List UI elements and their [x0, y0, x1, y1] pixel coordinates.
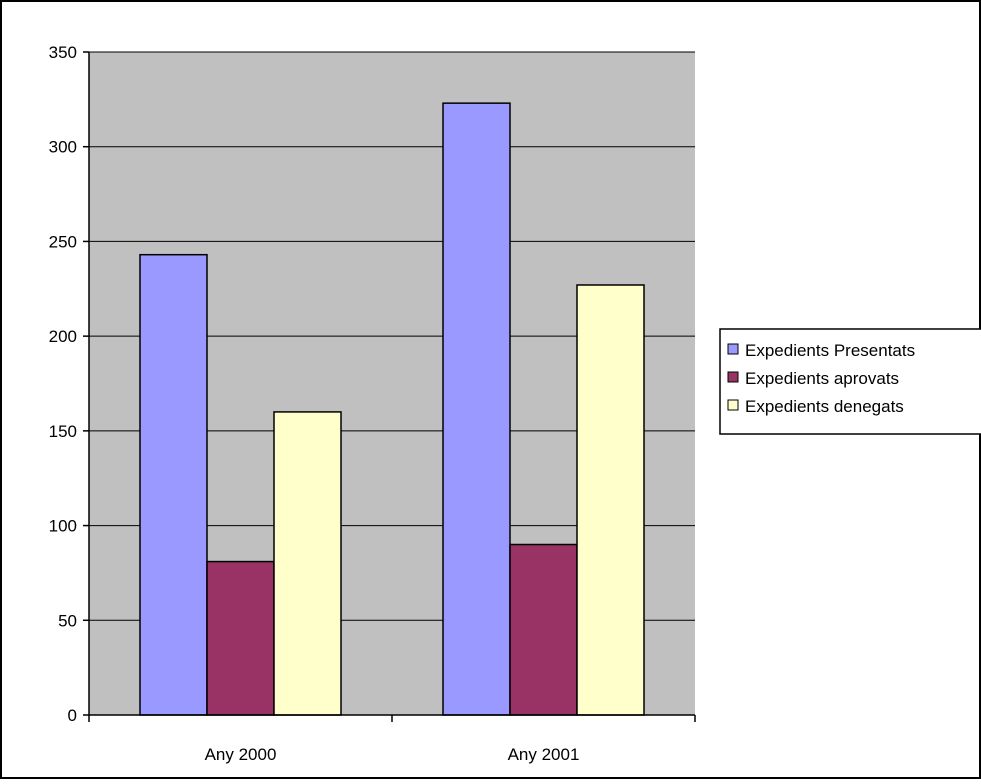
- y-tick-label: 0: [68, 706, 77, 725]
- bar: [273, 411, 342, 716]
- legend-label: Expedients aprovats: [745, 369, 899, 388]
- bar: [576, 284, 645, 716]
- bar: [139, 253, 208, 716]
- legend-swatch: [727, 343, 739, 355]
- legend-label: Expedients Presentats: [745, 341, 915, 360]
- legend-label: Expedients denegats: [745, 397, 904, 416]
- legend-swatch: [727, 399, 739, 411]
- bar: [442, 102, 511, 716]
- legend-box: [719, 328, 981, 435]
- legend-swatch: [727, 371, 739, 383]
- x-tick-label: Any 2001: [508, 745, 580, 764]
- y-tick-label: 250: [49, 232, 77, 251]
- y-tick-label: 100: [49, 517, 77, 536]
- y-tick-label: 150: [49, 422, 77, 441]
- bar: [509, 543, 578, 716]
- bar: [206, 560, 275, 716]
- x-tick-label: Any 2000: [205, 745, 277, 764]
- y-tick-label: 50: [58, 611, 77, 630]
- y-tick-label: 350: [49, 43, 77, 62]
- y-tick-label: 300: [49, 138, 77, 157]
- axes: 0 50 100 150 200 250 300 350 Any 2000 Any 2001: [49, 43, 696, 764]
- legend: Expedients Presentats Expedients aprovats…: [719, 328, 981, 435]
- y-tick-label: 200: [49, 327, 77, 346]
